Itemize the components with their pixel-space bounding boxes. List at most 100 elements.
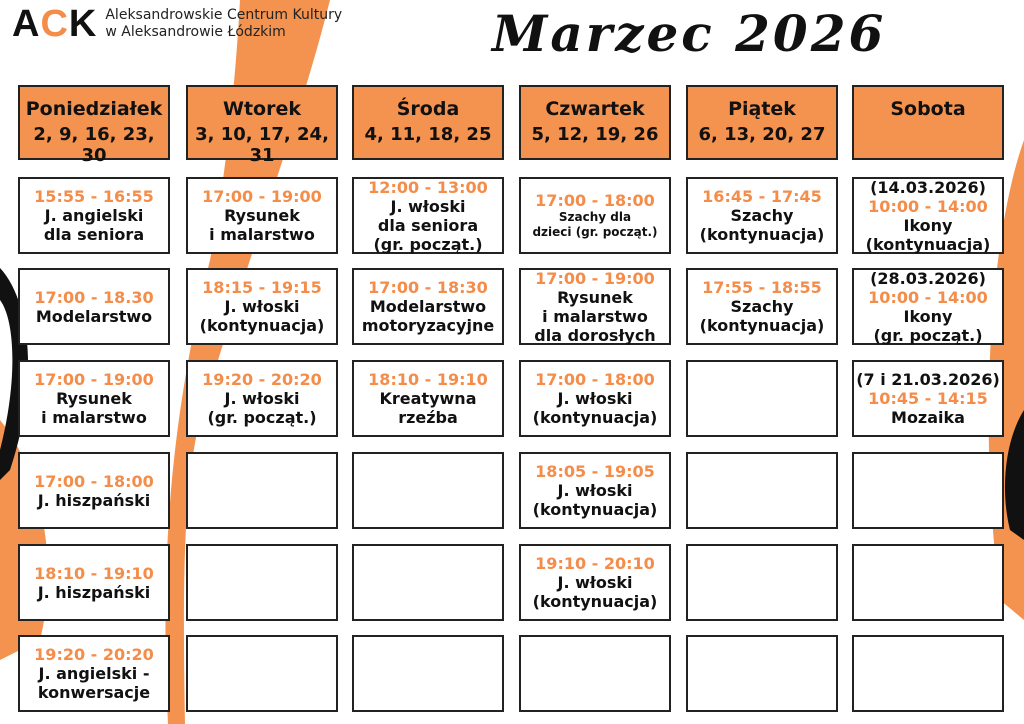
class-time: 19:10 - 20:10 (535, 554, 655, 573)
day-column: Sobota (14.03.2026) 10:00 - 14:00 Ikony (kon… (852, 85, 1004, 712)
class-name-line: Rysunek (56, 389, 132, 408)
class-name-line: (gr. począt.) (373, 234, 483, 254)
page-title: Marzec 2026 (492, 4, 887, 63)
class-date: (28.03.2026) (870, 268, 986, 288)
class-cell: 16:45 - 17:45 Szachy (kontynuacja) (686, 177, 838, 254)
class-cell: (7 i 21.03.2026) 10:45 - 14:15 Mozaika (852, 360, 1004, 437)
class-cell: 17:00 - 18:30 Modelarstwo motoryzacyjne (352, 268, 504, 345)
class-time: 17:00 - 18:00 (535, 370, 655, 389)
class-name-line: Ikony (903, 215, 953, 235)
class-name-line: J. angielski (44, 206, 144, 225)
class-time: 17:55 - 18:55 (702, 278, 822, 297)
class-cell: 12:00 - 13:00 J. włoski dla seniora (gr. po… (352, 177, 504, 254)
class-time: 18:10 - 19:10 (368, 370, 488, 389)
class-time: 10:00 - 14:00 (868, 287, 988, 307)
org-line-1: Aleksandrowskie Centrum Kultury (105, 7, 343, 23)
class-name-line: J. włoski (390, 196, 466, 216)
logo: ACK Aleksandrowskie Centrum Kultury w Al… (12, 4, 342, 44)
class-time: 10:00 - 14:00 (868, 196, 988, 216)
class-cell: 18:05 - 19:05 J. włoski (kontynuacja) (519, 452, 671, 529)
class-cell: 17:00 - 19:00 Rysunek i malarstwo (186, 177, 338, 254)
class-name-line: J. hiszpański (37, 490, 151, 510)
class-time: 10:45 - 14:15 (868, 389, 988, 408)
empty-cell (352, 452, 504, 529)
class-name-line: Rysunek (557, 287, 633, 307)
empty-cell (519, 635, 671, 712)
org-line-2: w Aleksandrowie Łódzkim (105, 24, 286, 40)
class-name-line: (kontynuacja) (199, 316, 325, 335)
day-dates: 4, 11, 18, 25 (364, 124, 492, 145)
class-time: 19:20 - 20:20 (202, 370, 322, 389)
empty-cell (852, 635, 1004, 712)
class-name-line: J. włoski (224, 389, 300, 408)
class-name-line: Modelarstwo (35, 306, 153, 326)
class-name-line: i malarstwo (542, 306, 648, 326)
day-column: Czwartek 5, 12, 19, 26 17:00 - 18:00 Szachy… (519, 85, 671, 712)
class-name-line: (kontynuacja) (532, 408, 658, 427)
class-name-line: (kontynuacja) (699, 316, 825, 335)
class-time: 17:00 - 19:00 (202, 187, 322, 206)
class-name-line: dla seniora (377, 215, 479, 235)
empty-cell (352, 544, 504, 621)
class-cell: 15:55 - 16:55 J. angielski dla seniora (18, 177, 170, 254)
empty-cell (686, 360, 838, 437)
day-dates: 5, 12, 19, 26 (531, 124, 659, 145)
class-cell: (14.03.2026) 10:00 - 14:00 Ikony (kontynuac… (852, 177, 1004, 254)
class-name-line: rzeźba (398, 408, 458, 427)
class-time: 19:20 - 20:20 (34, 645, 154, 664)
day-header: Sobota (852, 85, 1004, 160)
class-name-line: dla seniora (43, 225, 145, 244)
day-name: Piątek (728, 98, 796, 120)
empty-cell (352, 635, 504, 712)
class-cell: 18:15 - 19:15 J. włoski (kontynuacja) (186, 268, 338, 345)
class-cell: 18:10 - 19:10 Kreatywna rzeźba (352, 360, 504, 437)
day-column: Piątek 6, 13, 20, 27 16:45 - 17:45 Szachy (k… (686, 85, 838, 712)
class-name-line: Szachy (730, 206, 794, 225)
class-time: 18:10 - 19:10 (34, 563, 154, 583)
day-name: Wtorek (223, 98, 301, 120)
logo-mark: ACK (12, 3, 98, 45)
empty-cell (852, 544, 1004, 621)
black-curve-right (1004, 410, 1024, 540)
day-column: Wtorek 3, 10, 17, 24, 31 17:00 - 19:00 Rysu… (186, 85, 338, 712)
class-cell: 19:20 - 20:20 J. angielski - konwersacje (18, 635, 170, 712)
empty-cell (686, 544, 838, 621)
day-header: Czwartek 5, 12, 19, 26 (519, 85, 671, 160)
class-cell: 17:00 - 19:00 Rysunek i malarstwo dla doros… (519, 268, 671, 345)
empty-cell (852, 452, 1004, 529)
class-cell: 17:00 - 18.30 Modelarstwo (18, 268, 170, 345)
day-header: Wtorek 3, 10, 17, 24, 31 (186, 85, 338, 166)
day-name: Środa (396, 98, 460, 120)
class-name-line: dla dorosłych (534, 325, 656, 345)
class-name-line: konwersacje (37, 683, 151, 702)
class-time: 17:00 - 18.30 (34, 287, 154, 307)
class-name-line: i malarstwo (209, 225, 315, 244)
day-dates: 6, 13, 20, 27 (698, 124, 826, 145)
class-name-line: (kontynuacja) (699, 225, 825, 244)
class-time: 18:15 - 19:15 (202, 278, 322, 297)
class-name-line: Rysunek (224, 206, 300, 225)
class-name-line: Szachy (730, 297, 794, 316)
class-name-line: J. hiszpański (37, 582, 151, 602)
class-cell: 18:10 - 19:10 J. hiszpański (18, 544, 170, 621)
day-header: Środa 4, 11, 18, 25 (352, 85, 504, 160)
class-name-line: (kontynuacja) (865, 234, 991, 254)
empty-cell (186, 544, 338, 621)
class-time: 15:55 - 16:55 (34, 187, 154, 206)
class-name-line: i malarstwo (41, 408, 147, 427)
class-name-line: (kontynuacja) (532, 500, 658, 519)
class-cell: (28.03.2026) 10:00 - 14:00 Ikony (gr. począ… (852, 268, 1004, 345)
class-time: 17:00 - 18:30 (368, 278, 488, 297)
class-name-line: (gr. począt.) (873, 325, 983, 345)
class-cell: 19:20 - 20:20 J. włoski (gr. począt.) (186, 360, 338, 437)
class-name-line: motoryzacyjne (361, 316, 495, 335)
class-name-line: J. włoski (557, 573, 633, 592)
empty-cell (686, 635, 838, 712)
day-name: Poniedziałek (25, 98, 163, 120)
class-name-line: J. angielski - (38, 664, 150, 683)
class-name-line: Szachy dla (558, 210, 632, 224)
class-name-line: Kreatywna (379, 389, 477, 408)
class-cell: 17:00 - 18:00 J. hiszpański (18, 452, 170, 529)
class-name-line: (gr. począt.) (207, 408, 317, 427)
class-date: (14.03.2026) (870, 177, 986, 197)
